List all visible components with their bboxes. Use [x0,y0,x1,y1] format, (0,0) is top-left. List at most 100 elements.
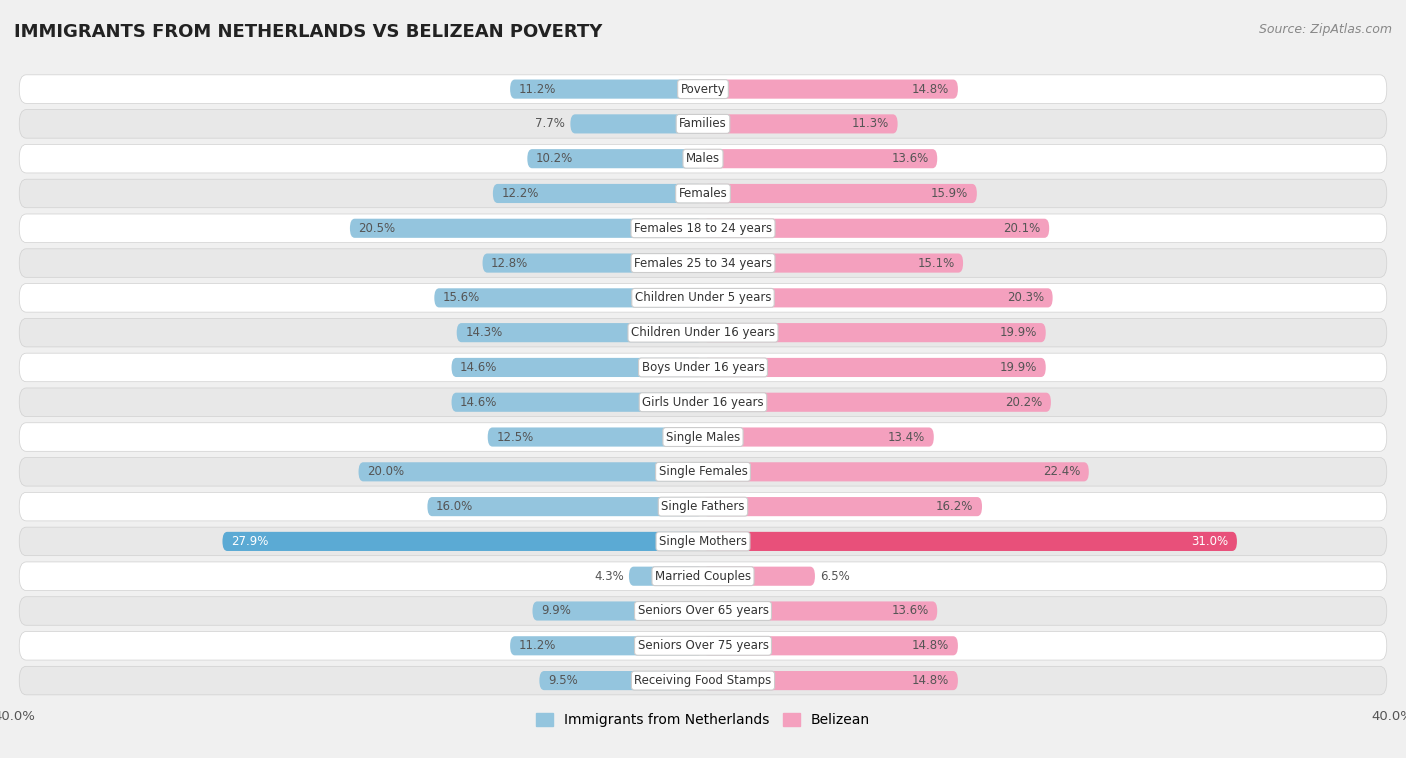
Text: Married Couples: Married Couples [655,570,751,583]
FancyBboxPatch shape [20,388,1386,416]
FancyBboxPatch shape [703,462,1088,481]
FancyBboxPatch shape [527,149,703,168]
FancyBboxPatch shape [540,671,703,690]
FancyBboxPatch shape [20,353,1386,382]
Text: Children Under 16 years: Children Under 16 years [631,326,775,339]
FancyBboxPatch shape [482,253,703,273]
FancyBboxPatch shape [703,567,815,586]
FancyBboxPatch shape [20,214,1386,243]
FancyBboxPatch shape [20,493,1386,521]
Text: 20.3%: 20.3% [1007,291,1045,305]
Text: 13.6%: 13.6% [891,604,928,618]
FancyBboxPatch shape [703,393,1050,412]
FancyBboxPatch shape [703,288,1053,308]
Text: 9.5%: 9.5% [548,674,578,687]
Text: 14.6%: 14.6% [460,361,498,374]
Text: 14.6%: 14.6% [460,396,498,409]
Text: Children Under 5 years: Children Under 5 years [634,291,772,305]
FancyBboxPatch shape [703,601,938,621]
Text: 12.2%: 12.2% [502,187,538,200]
Text: 19.9%: 19.9% [1000,326,1038,339]
FancyBboxPatch shape [20,179,1386,208]
Text: Poverty: Poverty [681,83,725,96]
FancyBboxPatch shape [20,597,1386,625]
Text: 11.3%: 11.3% [852,117,889,130]
FancyBboxPatch shape [20,318,1386,347]
Text: Seniors Over 65 years: Seniors Over 65 years [637,604,769,618]
FancyBboxPatch shape [20,145,1386,173]
FancyBboxPatch shape [20,562,1386,590]
Text: 16.2%: 16.2% [936,500,973,513]
FancyBboxPatch shape [703,671,957,690]
Text: Girls Under 16 years: Girls Under 16 years [643,396,763,409]
FancyBboxPatch shape [20,283,1386,312]
FancyBboxPatch shape [628,567,703,586]
Text: Seniors Over 75 years: Seniors Over 75 years [637,639,769,653]
FancyBboxPatch shape [494,184,703,203]
Text: 14.8%: 14.8% [912,83,949,96]
FancyBboxPatch shape [703,428,934,446]
Text: 11.2%: 11.2% [519,639,557,653]
Text: 15.6%: 15.6% [443,291,481,305]
FancyBboxPatch shape [703,636,957,656]
FancyBboxPatch shape [703,323,1046,342]
Text: 20.5%: 20.5% [359,222,395,235]
FancyBboxPatch shape [510,80,703,99]
FancyBboxPatch shape [20,666,1386,695]
FancyBboxPatch shape [451,393,703,412]
Text: 11.2%: 11.2% [519,83,557,96]
FancyBboxPatch shape [703,80,957,99]
Text: Single Females: Single Females [658,465,748,478]
Text: 15.1%: 15.1% [917,256,955,270]
Text: 20.1%: 20.1% [1004,222,1040,235]
FancyBboxPatch shape [20,631,1386,660]
Text: 27.9%: 27.9% [231,535,269,548]
FancyBboxPatch shape [703,184,977,203]
FancyBboxPatch shape [533,601,703,621]
FancyBboxPatch shape [488,428,703,446]
FancyBboxPatch shape [571,114,703,133]
Text: 7.7%: 7.7% [536,117,565,130]
Text: 9.9%: 9.9% [541,604,571,618]
Text: Females 18 to 24 years: Females 18 to 24 years [634,222,772,235]
Text: Males: Males [686,152,720,165]
FancyBboxPatch shape [703,358,1046,377]
Text: 10.2%: 10.2% [536,152,574,165]
FancyBboxPatch shape [457,323,703,342]
Text: 12.8%: 12.8% [491,256,529,270]
Text: 14.3%: 14.3% [465,326,502,339]
Text: 16.0%: 16.0% [436,500,474,513]
Text: Boys Under 16 years: Boys Under 16 years [641,361,765,374]
FancyBboxPatch shape [222,532,703,551]
FancyBboxPatch shape [20,527,1386,556]
Text: 14.8%: 14.8% [912,639,949,653]
Text: 12.5%: 12.5% [496,431,533,443]
FancyBboxPatch shape [20,423,1386,451]
FancyBboxPatch shape [20,249,1386,277]
FancyBboxPatch shape [451,358,703,377]
FancyBboxPatch shape [434,288,703,308]
Text: 4.3%: 4.3% [593,570,624,583]
Text: Receiving Food Stamps: Receiving Food Stamps [634,674,772,687]
Text: Single Fathers: Single Fathers [661,500,745,513]
Text: Females 25 to 34 years: Females 25 to 34 years [634,256,772,270]
Text: 19.9%: 19.9% [1000,361,1038,374]
Text: Families: Families [679,117,727,130]
Text: 20.2%: 20.2% [1005,396,1042,409]
FancyBboxPatch shape [20,110,1386,138]
Text: 13.4%: 13.4% [889,431,925,443]
Text: 6.5%: 6.5% [820,570,849,583]
FancyBboxPatch shape [703,219,1049,238]
FancyBboxPatch shape [427,497,703,516]
FancyBboxPatch shape [359,462,703,481]
Text: Source: ZipAtlas.com: Source: ZipAtlas.com [1258,23,1392,36]
Text: 20.0%: 20.0% [367,465,405,478]
Text: 14.8%: 14.8% [912,674,949,687]
FancyBboxPatch shape [20,458,1386,486]
FancyBboxPatch shape [703,532,1237,551]
Text: IMMIGRANTS FROM NETHERLANDS VS BELIZEAN POVERTY: IMMIGRANTS FROM NETHERLANDS VS BELIZEAN … [14,23,602,41]
Text: Females: Females [679,187,727,200]
FancyBboxPatch shape [703,497,981,516]
FancyBboxPatch shape [20,75,1386,103]
FancyBboxPatch shape [703,253,963,273]
